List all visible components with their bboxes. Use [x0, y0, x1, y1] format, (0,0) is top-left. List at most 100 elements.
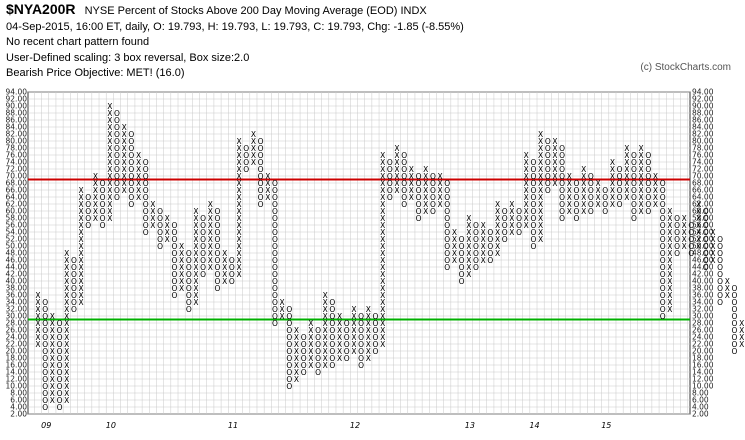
x-box-mark: X — [538, 186, 543, 195]
x-box-mark: X — [725, 277, 730, 286]
x-box-mark: X — [610, 165, 615, 174]
o-box-mark: O — [631, 214, 637, 223]
o-box-mark: O — [559, 158, 565, 167]
x-box-mark: X — [366, 305, 371, 314]
o-box-mark: O — [200, 256, 206, 265]
o-box-mark: O — [315, 340, 321, 349]
x-box-mark: X — [653, 179, 658, 188]
y-tick-label-left: 8.00 — [10, 389, 27, 398]
o-box-mark: O — [703, 207, 709, 216]
x-box-mark: X — [639, 179, 644, 188]
x-box-mark: X — [236, 165, 241, 174]
y-tick-label-left: 46.00 — [6, 256, 28, 265]
x-box-mark: X — [466, 256, 471, 265]
x-box-mark: X — [380, 326, 385, 335]
x-box-mark: X — [136, 172, 141, 181]
o-box-mark: O — [128, 158, 134, 167]
y-tick-label-left: 4.00 — [10, 403, 27, 412]
o-box-mark: O — [286, 305, 292, 314]
y-tick-label-left: 18.00 — [6, 354, 28, 363]
o-box-mark: O — [358, 319, 364, 328]
o-box-mark: O — [516, 228, 522, 237]
o-box-mark: O — [559, 207, 565, 216]
o-box-mark: O — [143, 228, 149, 237]
o-box-mark: O — [688, 221, 694, 230]
x-box-mark: X — [380, 235, 385, 244]
x-box-mark: X — [165, 214, 170, 223]
y-tick-label-right: 82.00 — [692, 130, 714, 139]
x-box-mark: X — [380, 249, 385, 258]
x-box-mark: X — [323, 361, 328, 370]
o-box-mark: O — [559, 179, 565, 188]
o-box-mark: O — [42, 326, 48, 335]
y-tick-label-right: 92.00 — [692, 95, 714, 104]
x-box-mark: X — [79, 186, 84, 195]
o-box-mark: O — [645, 151, 651, 160]
o-box-mark: O — [416, 214, 422, 223]
o-box-mark: O — [329, 312, 335, 321]
o-box-mark: O — [373, 312, 379, 321]
x-box-mark: X — [495, 214, 500, 223]
o-box-mark: O — [143, 172, 149, 181]
x-box-mark: X — [308, 354, 313, 363]
o-box-mark: O — [373, 340, 379, 349]
o-box-mark: O — [100, 214, 106, 223]
o-box-mark: O — [315, 333, 321, 342]
x-box-mark: X — [93, 193, 98, 202]
x-box-mark: X — [179, 249, 184, 258]
o-box-mark: O — [128, 193, 134, 202]
o-box-mark: O — [171, 221, 177, 230]
o-box-mark: O — [660, 270, 666, 279]
o-box-mark: O — [559, 144, 565, 153]
o-box-mark: O — [645, 172, 651, 181]
x-box-mark: X — [236, 214, 241, 223]
o-box-mark: O — [444, 263, 450, 272]
o-box-mark: O — [416, 179, 422, 188]
x-box-mark: X — [438, 193, 443, 202]
x-box-mark: X — [366, 347, 371, 356]
o-box-mark: O — [71, 256, 77, 265]
x-box-mark: X — [64, 284, 69, 293]
x-box-mark: X — [567, 207, 572, 216]
o-box-mark: O — [559, 214, 565, 223]
x-box-mark: X — [595, 193, 600, 202]
x-box-mark: X — [624, 193, 629, 202]
o-box-mark: O — [473, 263, 479, 272]
o-box-mark: O — [171, 256, 177, 265]
o-box-mark: O — [545, 151, 551, 160]
o-box-mark: O — [258, 151, 264, 160]
y-tick-label-right: 54.00 — [692, 228, 714, 237]
y-tick-label-left: 60.00 — [6, 207, 28, 216]
x-tick-label: 12 — [350, 421, 360, 430]
x-box-mark: X — [466, 235, 471, 244]
o-box-mark: O — [315, 361, 321, 370]
o-box-mark: O — [401, 186, 407, 195]
x-box-mark: X — [481, 228, 486, 237]
x-box-mark: X — [438, 179, 443, 188]
x-box-mark: X — [394, 151, 399, 160]
o-box-mark: O — [645, 207, 651, 216]
o-box-mark: O — [215, 284, 221, 293]
x-box-mark: X — [351, 347, 356, 356]
x-box-mark: X — [122, 130, 127, 139]
x-box-mark: X — [337, 312, 342, 321]
o-box-mark: O — [660, 186, 666, 195]
o-box-mark: O — [100, 221, 106, 230]
x-box-mark: X — [538, 228, 543, 237]
o-box-mark: O — [487, 256, 493, 265]
o-box-mark: O — [530, 193, 536, 202]
x-box-mark: X — [495, 207, 500, 216]
o-box-mark: O — [157, 221, 163, 230]
o-box-mark: O — [530, 214, 536, 223]
x-box-mark: X — [122, 165, 127, 174]
o-box-mark: O — [530, 179, 536, 188]
o-box-mark: O — [588, 193, 594, 202]
o-box-mark: O — [645, 186, 651, 195]
x-box-mark: X — [696, 242, 701, 251]
o-box-mark: O — [272, 249, 278, 258]
x-box-mark: X — [64, 389, 69, 398]
o-box-mark: O — [401, 200, 407, 209]
o-box-mark: O — [703, 221, 709, 230]
o-box-mark: O — [100, 186, 106, 195]
